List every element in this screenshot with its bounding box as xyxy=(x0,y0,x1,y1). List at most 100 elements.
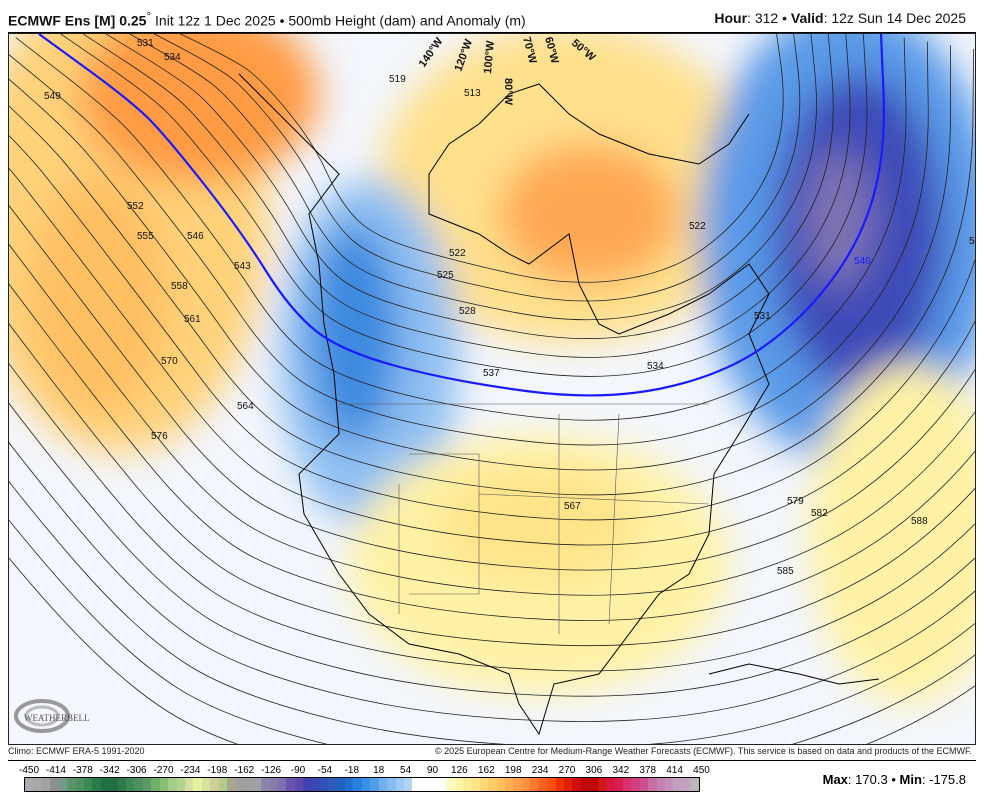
colorbar-swatch xyxy=(201,778,211,791)
height-contour xyxy=(9,45,951,471)
height-contour xyxy=(15,37,907,421)
colorbar-swatch xyxy=(117,778,127,791)
contour-label: 579 xyxy=(787,496,804,507)
height-contour xyxy=(9,243,975,596)
colorbar-swatch xyxy=(345,778,354,791)
colorbar-swatch xyxy=(92,778,101,791)
colorbar-swatch xyxy=(403,778,413,791)
colorbar-swatch xyxy=(185,778,194,791)
colorbar-tick: -342 xyxy=(99,765,120,776)
colorbar-tick: -306 xyxy=(126,765,147,776)
copyright-note: © 2025 European Centre for Medium-Range … xyxy=(434,746,972,756)
height-contour xyxy=(9,402,975,697)
colorbar-swatch xyxy=(538,778,548,791)
colorbar-swatch xyxy=(547,778,556,791)
colorbar-swatch xyxy=(50,778,59,791)
colorbar-swatch xyxy=(639,778,649,791)
height-contour xyxy=(9,363,975,672)
colorbar-tick: -450 xyxy=(18,765,40,776)
colorbar-swatch xyxy=(622,778,632,791)
colorbar-swatch xyxy=(210,778,219,791)
max-value: 170.3 xyxy=(855,772,888,787)
colorbar-swatch xyxy=(614,778,623,791)
max-min-readout: Max: 170.3 • Min: -175.8 xyxy=(822,772,966,787)
colorbar-swatch xyxy=(690,778,699,791)
colorbar-swatch xyxy=(479,778,489,791)
height-contour xyxy=(9,135,975,521)
contour-label: 522 xyxy=(689,221,706,232)
contour-label: 564 xyxy=(237,401,254,412)
contour-label: 588 xyxy=(911,516,928,527)
height-contour xyxy=(9,323,975,647)
colorbar-tick: 306 xyxy=(585,765,603,776)
height-contour xyxy=(60,34,868,377)
height-contour xyxy=(9,48,975,496)
contour-label: 531 xyxy=(137,38,154,49)
contour-label: 513 xyxy=(464,88,481,99)
colorbar-swatch xyxy=(286,778,295,791)
colorbar-tick: 414 xyxy=(666,765,683,776)
colorbar-swatch xyxy=(252,778,261,791)
contour-label: 585 xyxy=(777,566,794,577)
colorbar-tick: 90 xyxy=(426,765,439,776)
colorbar-swatch xyxy=(58,778,68,791)
contour-label: 549 xyxy=(44,91,61,102)
colorbar-tick: -234 xyxy=(180,765,201,776)
colorbar-swatch xyxy=(41,778,51,791)
colorbar-swatch xyxy=(33,778,42,791)
valid-label: Valid xyxy=(790,10,824,26)
colorbar-swatch xyxy=(353,778,362,791)
map-canvas: 531 534 549 519 513 552 555 546 543 558 561 570 576 5… xyxy=(9,34,975,744)
colorbar-ticks: -450 -414 -378 -342 -306 -270 -234 -198 -162 -126… xyxy=(12,765,710,777)
height-contour xyxy=(153,34,801,302)
contour-label: 528 xyxy=(459,306,476,317)
longitude-label: 100°W xyxy=(482,40,497,75)
contour-label: 546 xyxy=(187,231,204,242)
height-contour xyxy=(179,34,784,283)
contour-label: 534 xyxy=(164,52,181,63)
contour-label: 543 xyxy=(234,261,251,272)
colorbar-tick: 18 xyxy=(373,765,385,776)
colorbar-swatch xyxy=(269,778,278,791)
contour-540 xyxy=(38,34,886,397)
contour-label: 519 xyxy=(389,74,406,85)
colorbar-swatch xyxy=(142,778,152,791)
colorbar-swatch xyxy=(420,778,430,791)
map-title: ECMWF Ens [M] 0.25° Init 12z 1 Dec 2025 … xyxy=(8,10,526,29)
colorbar-swatch xyxy=(83,778,93,791)
colorbar-swatch xyxy=(311,778,320,791)
colorbar-swatch xyxy=(227,778,236,791)
colorbar-swatch xyxy=(412,778,421,791)
colorbar-swatch xyxy=(25,778,34,791)
height-contour xyxy=(82,34,851,358)
max-label: Max xyxy=(822,772,848,787)
product-name: 500mb Height (dam) and Anomaly (m) xyxy=(288,12,526,29)
longitude-label: 80°W xyxy=(502,78,514,106)
init-time: Init 12z 1 Dec 2025 xyxy=(155,12,276,29)
colorbar-swatch xyxy=(378,778,388,791)
colorbar-tick: 54 xyxy=(400,765,412,776)
colorbar-swatch xyxy=(505,778,514,791)
colorbar-swatch xyxy=(328,778,337,791)
colorbar-swatch xyxy=(462,778,472,791)
colorbar-swatch xyxy=(235,778,244,791)
colorbar-swatch xyxy=(126,778,135,791)
colorbar-swatch xyxy=(564,778,573,791)
colorbar-tick: -126 xyxy=(261,765,282,776)
colorbar-swatch xyxy=(572,778,581,791)
contour-label: 555 xyxy=(137,231,154,242)
contour-label: 525 xyxy=(437,270,454,281)
svg-text:WEATHERBELL: WEATHERBELL xyxy=(24,713,90,723)
height-contour xyxy=(9,41,929,446)
contour-label: 540 xyxy=(854,256,871,267)
colorbar-tick: -198 xyxy=(207,765,228,776)
colorbar-swatch xyxy=(168,778,177,791)
colorbar-swatch xyxy=(361,778,371,791)
colorbar-swatch xyxy=(648,778,657,791)
hour-value: 312 xyxy=(754,10,779,26)
colorbar-swatch xyxy=(67,778,76,791)
colorbar-tick: -162 xyxy=(234,765,255,776)
contour-label: 558 xyxy=(171,281,188,292)
colorbar-tick: 126 xyxy=(451,765,468,776)
divider xyxy=(8,32,976,33)
